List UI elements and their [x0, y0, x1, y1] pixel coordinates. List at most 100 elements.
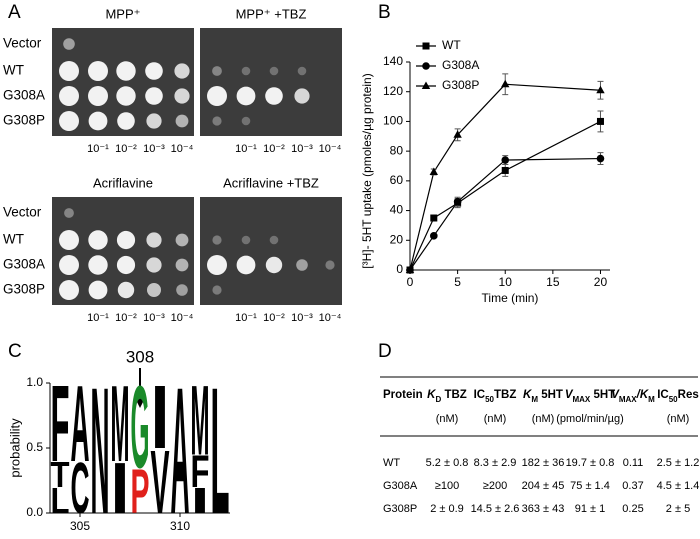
colony-spot	[241, 116, 251, 126]
y-tick-label: 100	[383, 114, 403, 128]
header-part: M	[648, 395, 655, 404]
table-unit: (nM)	[532, 413, 555, 425]
colony-spot	[88, 111, 108, 131]
colony-spot	[63, 38, 75, 50]
logo-letter: C	[71, 449, 90, 529]
dilution-label: 10⁻²	[263, 143, 285, 155]
row-label: Vector	[3, 36, 42, 51]
header-part: 5HT	[538, 389, 563, 401]
table-cell: 14.5 ± 2.6	[471, 503, 520, 515]
y-tick-label: 0	[396, 262, 403, 276]
colony-spot	[59, 61, 79, 81]
plate-title: Acriflavine	[93, 175, 153, 190]
colony-spot	[269, 66, 279, 76]
table-cell: ≥200	[483, 480, 507, 492]
table-cell: 75 ± 1.4	[570, 480, 610, 492]
header-part: MAX	[619, 395, 637, 404]
logo-letter: F	[191, 447, 210, 497]
panel-label: D	[378, 341, 392, 362]
dilution-label: 10⁻³	[143, 312, 165, 324]
y-tick-label: 20	[390, 232, 404, 246]
logo-letter: M	[191, 366, 210, 477]
table-header: KM 5HT	[523, 389, 563, 404]
table-header: IC50TBZ	[474, 389, 517, 404]
dilution-label: 10⁻³	[143, 143, 165, 155]
dilution-label: 10⁻³	[291, 312, 313, 324]
colony-spot	[88, 61, 108, 81]
row-label: G308A	[3, 257, 45, 272]
x-tick-label: 15	[546, 275, 560, 289]
marker	[501, 156, 510, 164]
logo-letter: G	[131, 362, 150, 493]
table-cell: 4.5 ± 1.4	[657, 480, 700, 492]
colony-spot	[59, 255, 79, 275]
legend-marker	[422, 42, 430, 50]
marker	[453, 197, 462, 206]
table-header: Protein	[383, 389, 423, 401]
colony-spot	[59, 111, 79, 131]
table-unit: (nM)	[484, 413, 507, 425]
header-part: 50	[485, 395, 494, 404]
panel-label: B	[378, 2, 391, 23]
y-tick-label: 80	[390, 143, 404, 157]
panel-label: C	[8, 341, 22, 362]
table-header: IC50Res	[657, 389, 699, 404]
colony-spot	[146, 257, 162, 273]
colony-spot	[174, 63, 190, 79]
y-axis-label: probability	[7, 418, 22, 478]
logo-letter: L	[211, 351, 230, 539]
logo-letter: N	[91, 351, 110, 539]
dilution-label: 10⁻²	[263, 312, 285, 324]
colony-spot	[294, 88, 310, 104]
marker	[430, 232, 438, 240]
colony-spot	[236, 86, 256, 106]
colony-spot	[175, 233, 189, 247]
colony-spot	[241, 66, 251, 76]
dilution-label: 10⁻²	[115, 143, 137, 155]
table-unit: (pmol/min/µg)	[556, 413, 623, 425]
colony-spot	[269, 235, 279, 245]
table-cell: WT	[383, 457, 400, 469]
colony-spot	[241, 235, 251, 245]
table-cell: 19.7 ± 0.8	[566, 457, 615, 469]
marker	[596, 154, 605, 163]
y-tick-label: 40	[390, 203, 404, 217]
table-cell: 2.5 ± 1.2	[657, 457, 700, 469]
marker	[501, 166, 509, 174]
table-cell: 182 ± 36	[522, 457, 565, 469]
header-part: MAX	[572, 395, 590, 404]
table-cell: 363 ± 43	[522, 503, 565, 515]
marker	[430, 214, 438, 222]
x-axis-label: Time (min)	[482, 291, 539, 305]
marker	[405, 265, 415, 273]
colony-spot	[59, 280, 79, 300]
colony-spot	[117, 112, 135, 130]
header-part: /K	[636, 389, 649, 401]
colony-spot	[212, 235, 222, 245]
logo-letter: L	[51, 482, 70, 522]
table-cell: 0.11	[623, 457, 644, 469]
annotation-arrowhead	[134, 396, 146, 408]
plate	[200, 197, 342, 305]
colony-spot	[325, 260, 335, 270]
plate-title: MPP⁺	[105, 6, 140, 21]
y-tick-label: 0.5	[26, 440, 43, 454]
header-part: V	[611, 389, 620, 401]
logo-letter: F	[51, 362, 70, 484]
table-cell: G308P	[383, 503, 417, 515]
legend-label: G308P	[442, 78, 479, 92]
colony-spot	[212, 116, 222, 126]
legend-marker	[422, 62, 430, 70]
table-cell: 0.37	[622, 480, 643, 492]
colony-spot	[88, 255, 108, 275]
row-label: WT	[3, 63, 24, 78]
logo-letter: M	[111, 362, 130, 484]
colony-spot	[207, 86, 227, 106]
y-tick-label: 60	[390, 173, 404, 187]
header-part: K	[523, 389, 532, 401]
colony-spot	[116, 230, 136, 250]
colony-spot	[176, 284, 188, 296]
colony-spot	[64, 208, 74, 218]
table-cell: 0.25	[622, 503, 643, 515]
